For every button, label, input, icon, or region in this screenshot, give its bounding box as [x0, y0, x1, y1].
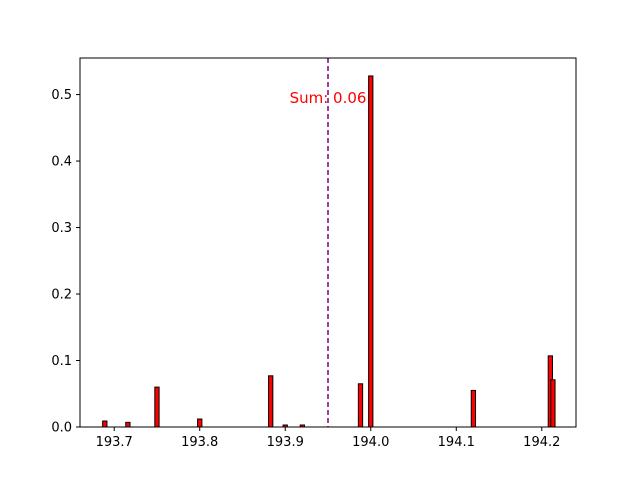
y-tick-label: 0.3 — [51, 221, 72, 236]
y-tick-label: 0.0 — [51, 421, 72, 436]
bar-12 — [550, 379, 556, 428]
bar-10 — [470, 389, 477, 428]
y-axis: 0.0 0.1 0.2 0.3 0.4 0.5 — [51, 88, 80, 436]
y-tick-label: 0.2 — [51, 288, 72, 303]
x-tick-label: 194.2 — [523, 435, 560, 450]
bar-3 — [154, 386, 160, 428]
bar-8 — [357, 383, 364, 428]
axes-frame — [79, 57, 577, 428]
x-tick-label: 193.9 — [267, 435, 304, 450]
bar-2 — [125, 421, 131, 428]
y-tick-label: 0.4 — [51, 155, 72, 170]
x-tick-label: 193.8 — [181, 435, 218, 450]
sum-annotation: Sum: 0.06 — [290, 89, 367, 107]
x-axis: 193.7 193.8 193.9 194.0 194.1 194.2 — [96, 427, 560, 450]
x-tick-label: 193.7 — [96, 435, 133, 450]
y-tick-label: 0.5 — [51, 88, 72, 103]
x-tick-label: 194.1 — [438, 435, 475, 450]
bar-1 — [102, 420, 108, 428]
bar-9 — [368, 75, 374, 428]
bar-4 — [197, 418, 203, 428]
y-tick-label: 0.1 — [51, 354, 72, 369]
bar-5 — [268, 375, 274, 428]
x-tick-label: 194.0 — [352, 435, 389, 450]
